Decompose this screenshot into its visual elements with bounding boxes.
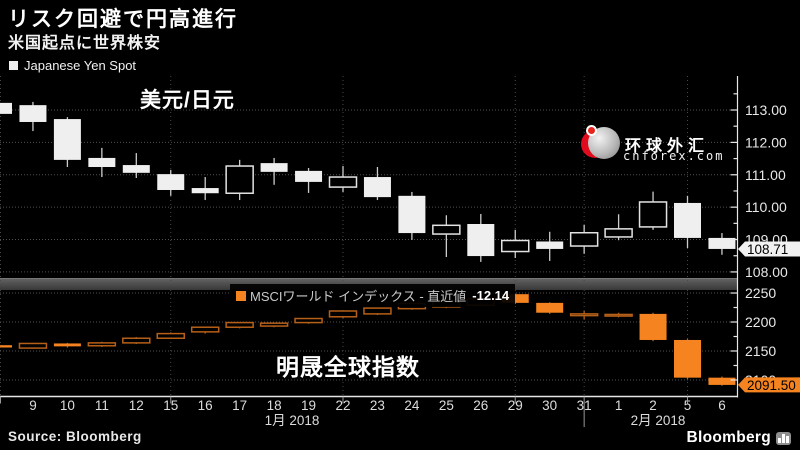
yen-legend-swatch-icon <box>9 61 18 70</box>
svg-text:2200: 2200 <box>745 314 776 330</box>
svg-text:11: 11 <box>95 398 109 413</box>
svg-text:22: 22 <box>335 398 350 413</box>
svg-text:25: 25 <box>439 398 454 413</box>
msci-legend-swatch-icon <box>236 290 246 301</box>
bloomberg-bars-icon <box>776 431 791 445</box>
svg-text:6: 6 <box>718 398 726 413</box>
watermark-name: 环球外汇 <box>625 138 710 155</box>
svg-text:17: 17 <box>232 398 247 413</box>
svg-text:9: 9 <box>29 398 37 413</box>
svg-text:29: 29 <box>508 398 523 413</box>
svg-text:15: 15 <box>163 398 178 413</box>
svg-text:113.00: 113.00 <box>745 102 787 118</box>
svg-text:2月 2018: 2月 2018 <box>631 413 686 428</box>
svg-text:1月 2018: 1月 2018 <box>265 413 320 428</box>
bloomberg-wordmark: Bloomberg <box>686 429 771 446</box>
page-subtitle: 米国起点に世界株安 <box>8 35 162 52</box>
svg-text:108.71: 108.71 <box>747 242 788 257</box>
watermark: 环球外汇 cnforex.com <box>578 124 722 166</box>
svg-text:2: 2 <box>649 398 657 413</box>
svg-text:2150: 2150 <box>745 343 776 359</box>
cnforex-logo-icon <box>578 124 620 164</box>
svg-text:1: 1 <box>615 398 623 413</box>
svg-text:24: 24 <box>404 398 420 413</box>
svg-text:18: 18 <box>267 398 282 413</box>
svg-text:16: 16 <box>198 398 213 413</box>
usdjpy-annotation: 美元/日元 <box>140 89 235 112</box>
svg-text:30: 30 <box>542 398 557 413</box>
watermark-site: cnforex.com <box>623 149 725 163</box>
svg-text:10: 10 <box>60 398 75 413</box>
msci-legend-label: MSCIワールド インデックス - 直近値 <box>250 289 467 304</box>
source-credit: Source: Bloomberg <box>8 429 142 444</box>
svg-text:12: 12 <box>129 398 144 413</box>
legend-japanese-yen-spot: Japanese Yen Spot <box>9 58 136 73</box>
msci-annotation: 明晟全球指数 <box>276 354 420 380</box>
yen-legend-label: Japanese Yen Spot <box>24 58 137 73</box>
svg-text:26: 26 <box>473 398 488 413</box>
svg-text:2091.50: 2091.50 <box>747 378 796 393</box>
svg-text:23: 23 <box>370 398 385 413</box>
svg-text:2250: 2250 <box>745 285 776 301</box>
svg-text:19: 19 <box>301 398 316 413</box>
svg-text:110.00: 110.00 <box>745 199 787 215</box>
bloomberg-brand: Bloomberg <box>686 429 791 447</box>
msci-legend-value: -12.14 <box>472 288 510 303</box>
page-title: リスク回避で円高進行 <box>8 8 238 31</box>
svg-text:108.00: 108.00 <box>745 264 788 280</box>
svg-text:112.00: 112.00 <box>745 134 787 150</box>
svg-text:111.00: 111.00 <box>745 167 786 183</box>
svg-text:5: 5 <box>684 398 692 413</box>
legend-msci: MSCIワールド インデックス - 直近値 -12.14 <box>230 284 516 307</box>
